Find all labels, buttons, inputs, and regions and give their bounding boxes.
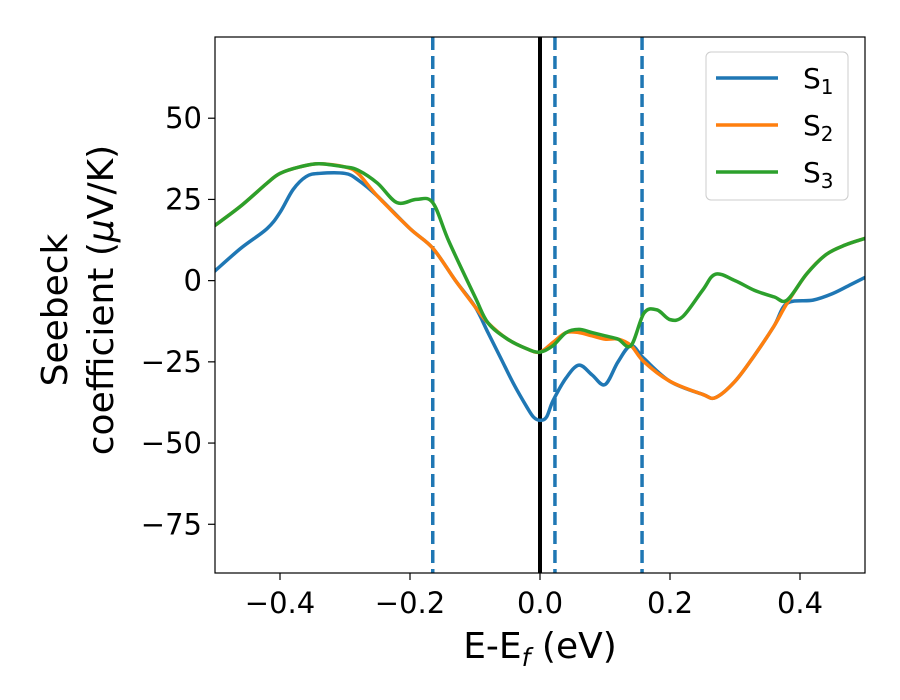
series-line-s3 xyxy=(215,161,865,354)
y-tick-label: 50 xyxy=(165,101,202,135)
legend-label-subscript: 2 xyxy=(821,122,834,146)
y-axis-label-line2-start: coefficient ( xyxy=(81,242,122,455)
legend-label-s1: S1 xyxy=(803,62,834,99)
x-tick-label: 0.4 xyxy=(777,586,823,620)
x-tick-label: 0.0 xyxy=(517,586,563,620)
x-axis-label-main: E-E xyxy=(463,626,521,667)
y-axis-label-line1: Seebeck xyxy=(35,233,76,386)
x-axis-label-unit: (eV) xyxy=(530,626,616,667)
x-tick-label: −0.4 xyxy=(245,586,315,620)
x-tick-label: 0.2 xyxy=(647,586,693,620)
x-tick-label: −0.2 xyxy=(375,586,445,620)
y-tick-label: −50 xyxy=(141,426,202,460)
y-tick-label: −25 xyxy=(141,345,202,379)
y-tick-label: 25 xyxy=(165,182,202,216)
legend-label-s2: S2 xyxy=(803,109,834,146)
y-axis-label-line2: coefficient (μV/K) xyxy=(81,145,122,455)
y-tick-label: 0 xyxy=(184,264,202,298)
series-lines xyxy=(215,161,865,423)
x-axis-label: E-Ef (eV) xyxy=(463,626,617,672)
legend-label-subscript: 3 xyxy=(821,169,834,193)
vertical-reference-lines xyxy=(431,37,644,573)
x-axis-ticks: −0.4 −0.2 0.0 0.2 0.4 xyxy=(245,573,823,620)
y-axis-label-unit: V/K) xyxy=(81,145,122,219)
legend-label-main: S xyxy=(803,109,821,142)
y-axis-ticks: −75 −50 −25 0 25 50 xyxy=(141,101,215,541)
y-axis-label: Seebeck coefficient (μV/K) xyxy=(35,145,122,455)
legend-label-subscript: 1 xyxy=(821,75,834,99)
legend-label-s3: S3 xyxy=(803,156,834,193)
y-axis-label-mu: μ xyxy=(81,219,122,243)
y-tick-label: −75 xyxy=(141,507,202,541)
legend-label-main: S xyxy=(803,156,821,189)
legend-label-main: S xyxy=(803,62,821,95)
